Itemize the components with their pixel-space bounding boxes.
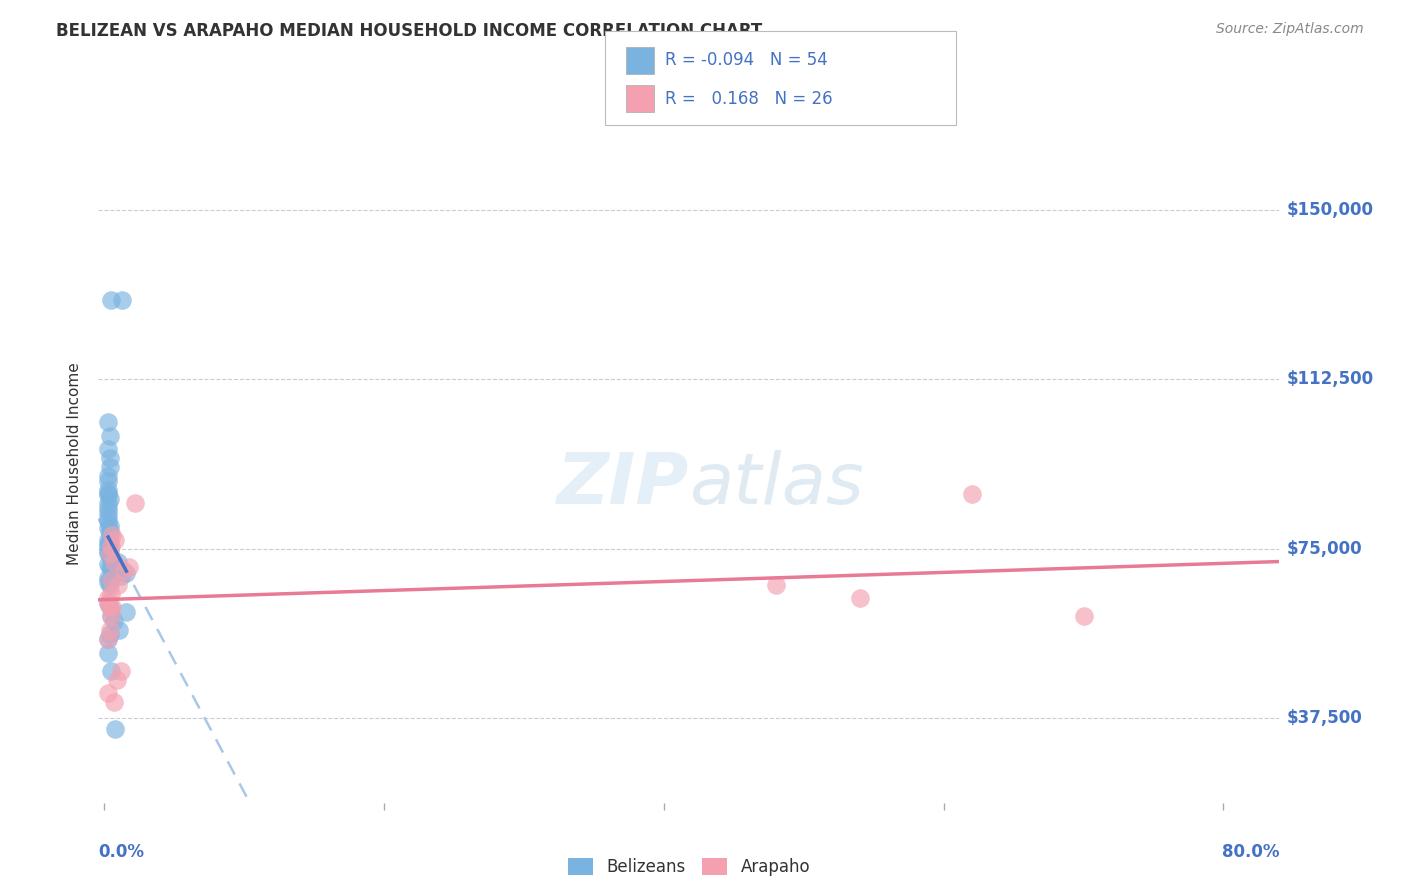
Text: 0.0%: 0.0% xyxy=(98,843,145,861)
Point xyxy=(97,575,120,590)
Point xyxy=(112,564,135,578)
Point xyxy=(100,573,122,587)
Point xyxy=(1073,609,1095,624)
Point xyxy=(110,664,132,678)
Point xyxy=(97,632,120,646)
Point xyxy=(98,600,121,615)
Point xyxy=(97,469,120,483)
Point xyxy=(97,596,120,610)
Text: Source: ZipAtlas.com: Source: ZipAtlas.com xyxy=(1216,22,1364,37)
Point xyxy=(100,562,122,576)
Point xyxy=(97,546,120,560)
Point xyxy=(111,293,134,307)
Point xyxy=(100,587,122,601)
Point xyxy=(108,623,131,637)
Point xyxy=(98,578,121,592)
Point xyxy=(97,487,120,501)
Point xyxy=(960,487,983,501)
Point xyxy=(97,539,120,553)
Y-axis label: Median Household Income: Median Household Income xyxy=(67,362,83,566)
Point xyxy=(101,600,124,615)
Text: atlas: atlas xyxy=(689,450,863,518)
Point xyxy=(97,571,120,585)
Point xyxy=(100,609,122,624)
Point xyxy=(98,549,121,563)
Point xyxy=(97,474,120,488)
Point xyxy=(98,524,121,538)
Point xyxy=(97,505,120,519)
Point xyxy=(98,546,121,560)
Point xyxy=(97,415,120,429)
Point xyxy=(98,573,121,587)
Point xyxy=(98,491,121,506)
Point xyxy=(98,623,121,637)
Text: $37,500: $37,500 xyxy=(1286,709,1362,727)
Point xyxy=(101,553,124,567)
Text: R = -0.094   N = 54: R = -0.094 N = 54 xyxy=(665,52,828,70)
Point xyxy=(97,487,120,501)
Point xyxy=(98,528,121,542)
Point xyxy=(97,521,120,535)
Point xyxy=(97,686,120,700)
Point xyxy=(97,442,120,457)
Point xyxy=(97,544,120,558)
Point xyxy=(104,564,127,578)
Point xyxy=(97,533,120,547)
Point xyxy=(97,496,120,510)
Point xyxy=(97,591,120,606)
Point xyxy=(104,723,127,737)
Point xyxy=(104,533,127,547)
Point xyxy=(103,695,125,709)
Point xyxy=(765,578,787,592)
Text: $112,500: $112,500 xyxy=(1286,370,1374,388)
Point xyxy=(98,451,121,466)
Text: ZIP: ZIP xyxy=(557,450,689,518)
Point xyxy=(118,559,141,574)
Point xyxy=(97,632,120,646)
Point xyxy=(100,609,122,624)
Point xyxy=(110,568,132,582)
Point xyxy=(115,605,138,619)
Point xyxy=(100,664,122,678)
Point xyxy=(107,578,129,592)
Point xyxy=(97,510,120,524)
Point xyxy=(115,566,138,581)
Text: BELIZEAN VS ARAPAHO MEDIAN HOUSEHOLD INCOME CORRELATION CHART: BELIZEAN VS ARAPAHO MEDIAN HOUSEHOLD INC… xyxy=(56,22,762,40)
Point xyxy=(98,541,121,556)
Text: R =   0.168   N = 26: R = 0.168 N = 26 xyxy=(665,89,832,108)
Point xyxy=(97,537,120,551)
Point xyxy=(103,555,125,569)
Point xyxy=(97,596,120,610)
Point xyxy=(107,555,129,569)
Point xyxy=(100,550,122,565)
Point xyxy=(101,528,124,542)
Point xyxy=(98,627,121,641)
Point xyxy=(103,614,125,628)
Point xyxy=(100,293,122,307)
Legend: Belizeans, Arapaho: Belizeans, Arapaho xyxy=(561,851,817,882)
Point xyxy=(97,515,120,529)
Point xyxy=(98,519,121,533)
Point xyxy=(98,428,121,442)
Point xyxy=(98,559,121,574)
Point xyxy=(97,483,120,497)
Point xyxy=(98,460,121,475)
Text: 80.0%: 80.0% xyxy=(1222,843,1279,861)
Text: $150,000: $150,000 xyxy=(1286,201,1374,219)
Point xyxy=(97,500,120,515)
Point xyxy=(124,496,146,510)
Point xyxy=(105,673,128,687)
Point xyxy=(97,646,120,660)
Text: $75,000: $75,000 xyxy=(1286,540,1362,558)
Point xyxy=(100,539,122,553)
Point xyxy=(848,591,870,606)
Point xyxy=(98,600,121,615)
Point xyxy=(97,558,120,572)
Point xyxy=(98,534,121,549)
